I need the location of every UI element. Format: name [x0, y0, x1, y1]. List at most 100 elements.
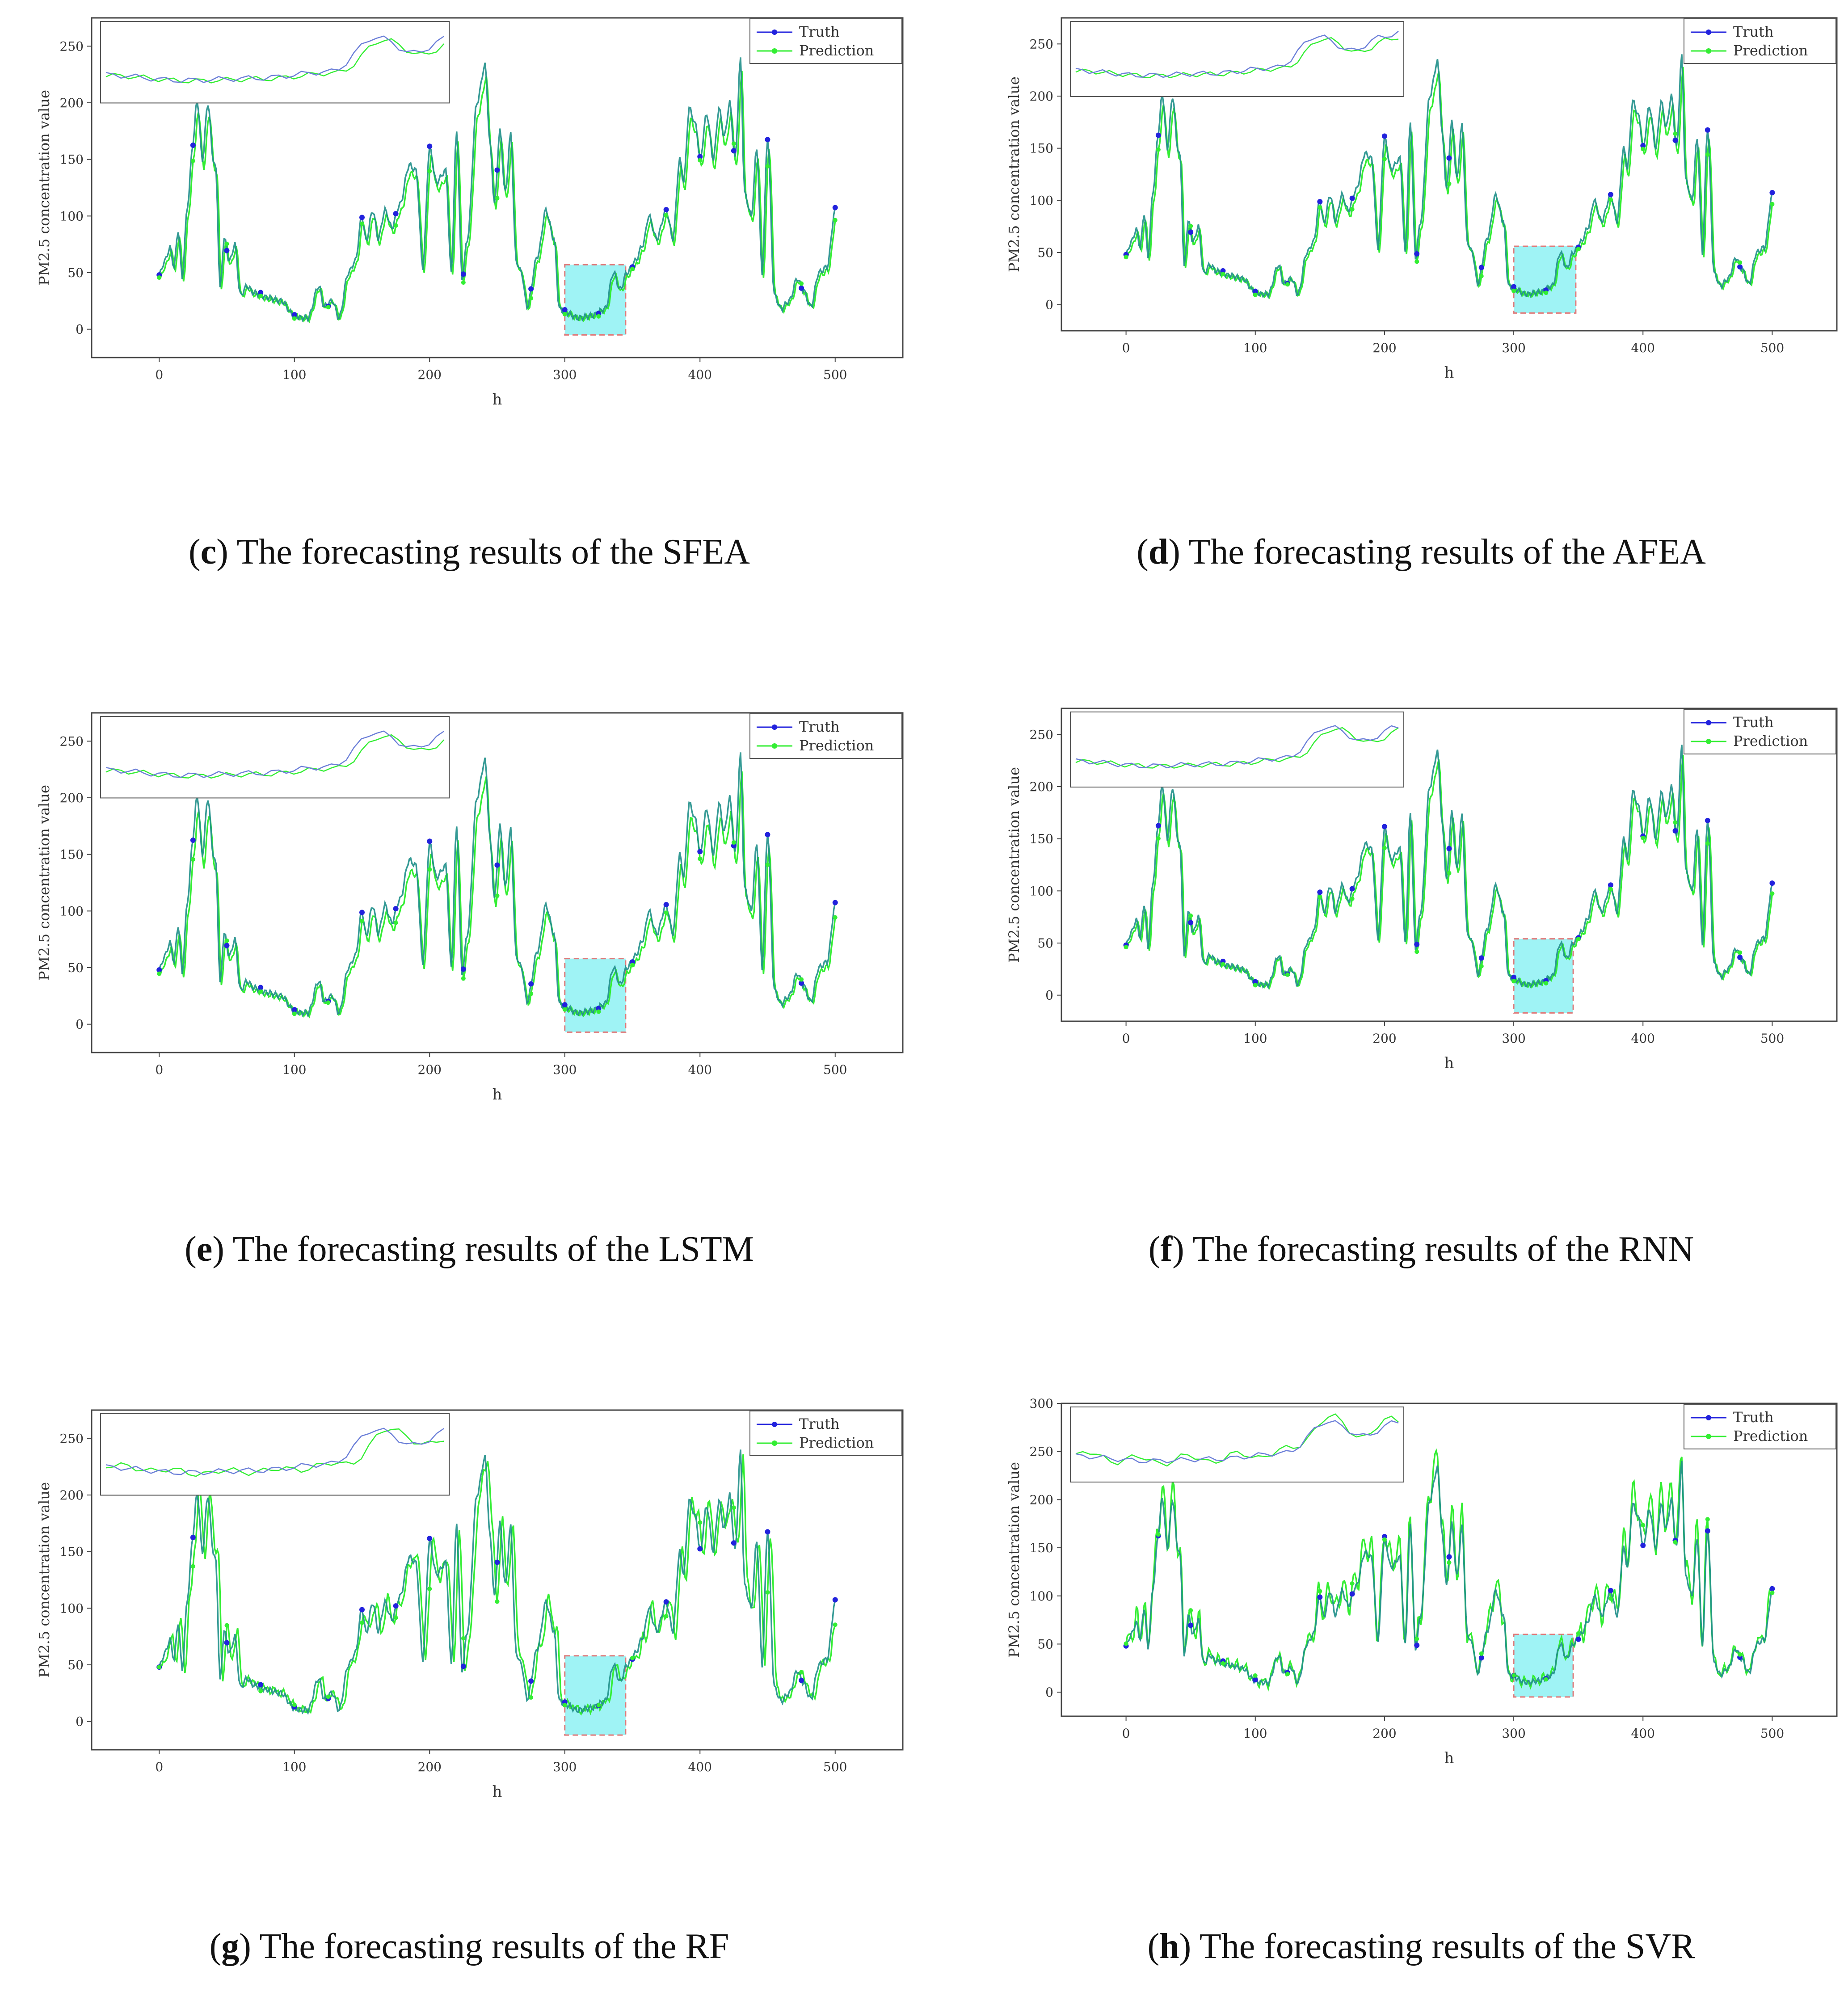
legend-prediction-marker	[772, 743, 777, 749]
x-axis-label: h	[493, 1783, 502, 1801]
legend-prediction-marker	[772, 48, 777, 54]
prediction-point	[427, 1586, 432, 1591]
truth-point	[528, 981, 534, 987]
y-axis-label: PM2.5 concentration value	[1006, 76, 1023, 272]
zoom-inset	[1070, 21, 1405, 97]
y-tick-label: 100	[1030, 1589, 1053, 1604]
truth-point	[1188, 1622, 1194, 1628]
prediction-point	[427, 867, 432, 872]
caption-g: (g) The forecasting results of the RF	[209, 1927, 729, 1966]
truth-point	[1252, 1677, 1258, 1683]
x-axis-label: h	[1444, 364, 1454, 382]
truth-point	[1511, 284, 1517, 290]
x-tick-label: 200	[418, 1760, 442, 1774]
prediction-point	[1221, 962, 1225, 967]
truth-point	[427, 143, 433, 149]
y-tick-label: 250	[60, 1431, 84, 1446]
y-tick-label: 0	[76, 322, 84, 337]
truth-point	[1446, 846, 1452, 851]
prediction-point	[461, 1636, 466, 1641]
prediction-point	[765, 1590, 770, 1595]
truth-point	[1705, 817, 1710, 823]
prediction-point	[1382, 1537, 1387, 1542]
plot-frame	[1061, 708, 1838, 1022]
truth-point	[1575, 1636, 1581, 1642]
truth-point	[832, 900, 838, 905]
truth-point	[224, 943, 230, 948]
y-tick-label: 100	[1030, 193, 1053, 208]
prediction-point	[1641, 835, 1646, 840]
inset-truth-line	[1075, 725, 1399, 769]
y-tick-label: 150	[60, 152, 84, 167]
truth-point	[1608, 1588, 1613, 1593]
prediction-point	[1479, 274, 1484, 278]
x-axis-label: h	[1444, 1749, 1454, 1767]
truth-point	[765, 1529, 770, 1535]
prediction-point	[1350, 1581, 1355, 1586]
prediction-point	[1414, 259, 1419, 264]
plot-frame	[1061, 1402, 1838, 1717]
x-tick-label: 400	[688, 1760, 712, 1774]
y-tick-label: 0	[1045, 1685, 1053, 1700]
y-tick-label: 150	[1030, 141, 1053, 156]
plot-frame	[91, 17, 904, 358]
y-tick-label: 150	[60, 1545, 84, 1559]
truth-point	[156, 967, 162, 973]
y-tick-label: 200	[1030, 1492, 1053, 1507]
prediction-point	[1738, 260, 1743, 265]
prediction-point	[1156, 1532, 1161, 1537]
truth-point	[731, 1540, 737, 1546]
truth-point	[663, 207, 669, 213]
x-tick-label: 200	[1372, 1726, 1396, 1741]
truth-point	[359, 1607, 365, 1613]
y-axis-label: PM2.5 concentration value	[36, 1482, 53, 1678]
prediction-point	[1479, 964, 1484, 969]
x-tick-label: 400	[688, 1062, 712, 1077]
truth-point	[1155, 823, 1161, 829]
caption-text: ) The forecasting results of the AFEA	[1168, 532, 1706, 572]
prediction-point	[1576, 936, 1581, 941]
zoom-inset	[1070, 1407, 1405, 1482]
truth-point	[359, 910, 365, 915]
prediction-point	[393, 1615, 398, 1620]
x-tick-label: 100	[282, 367, 306, 382]
x-tick-label: 500	[1760, 1031, 1784, 1046]
inset-truth-line	[105, 35, 445, 83]
legend-prediction-marker	[772, 1440, 777, 1446]
prediction-point	[1318, 894, 1322, 899]
prediction-point	[1253, 292, 1258, 297]
prediction-point	[461, 976, 466, 981]
prediction-point	[562, 1703, 567, 1708]
truth-point	[393, 211, 399, 217]
prediction-point	[1738, 950, 1743, 955]
truth-point	[258, 985, 264, 990]
y-axis-label: PM2.5 concentration value	[1006, 1462, 1023, 1658]
prediction-point	[258, 1689, 263, 1693]
prediction-point	[1608, 887, 1613, 892]
zoom-highlight-box	[1513, 245, 1577, 314]
truth-point	[1188, 229, 1194, 235]
prediction-point	[1285, 972, 1290, 977]
caption-letter: d	[1148, 532, 1169, 572]
truth-point	[393, 906, 399, 912]
legend-truth-marker	[772, 724, 777, 730]
truth-point	[1188, 920, 1194, 926]
prediction-point	[765, 862, 770, 867]
prediction-point	[258, 294, 263, 299]
truth-point	[1769, 880, 1775, 886]
inset-prediction-line	[105, 734, 445, 779]
x-tick-label: 300	[1502, 1031, 1525, 1046]
caption-f: (f) The forecasting results of the RNN	[1148, 1230, 1694, 1269]
legend-prediction-marker	[1706, 48, 1711, 54]
prediction-point	[664, 213, 669, 218]
y-tick-label: 150	[60, 847, 84, 862]
prediction-point	[1221, 272, 1225, 277]
zoom-highlight-box	[1513, 1634, 1574, 1698]
truth-point	[528, 286, 534, 292]
zoom-inset	[100, 1413, 450, 1496]
truth-point	[1478, 1655, 1484, 1661]
truth-point	[1640, 143, 1646, 148]
truth-point	[1349, 886, 1355, 892]
y-tick-label: 250	[60, 39, 84, 54]
x-tick-label: 300	[553, 1062, 577, 1077]
